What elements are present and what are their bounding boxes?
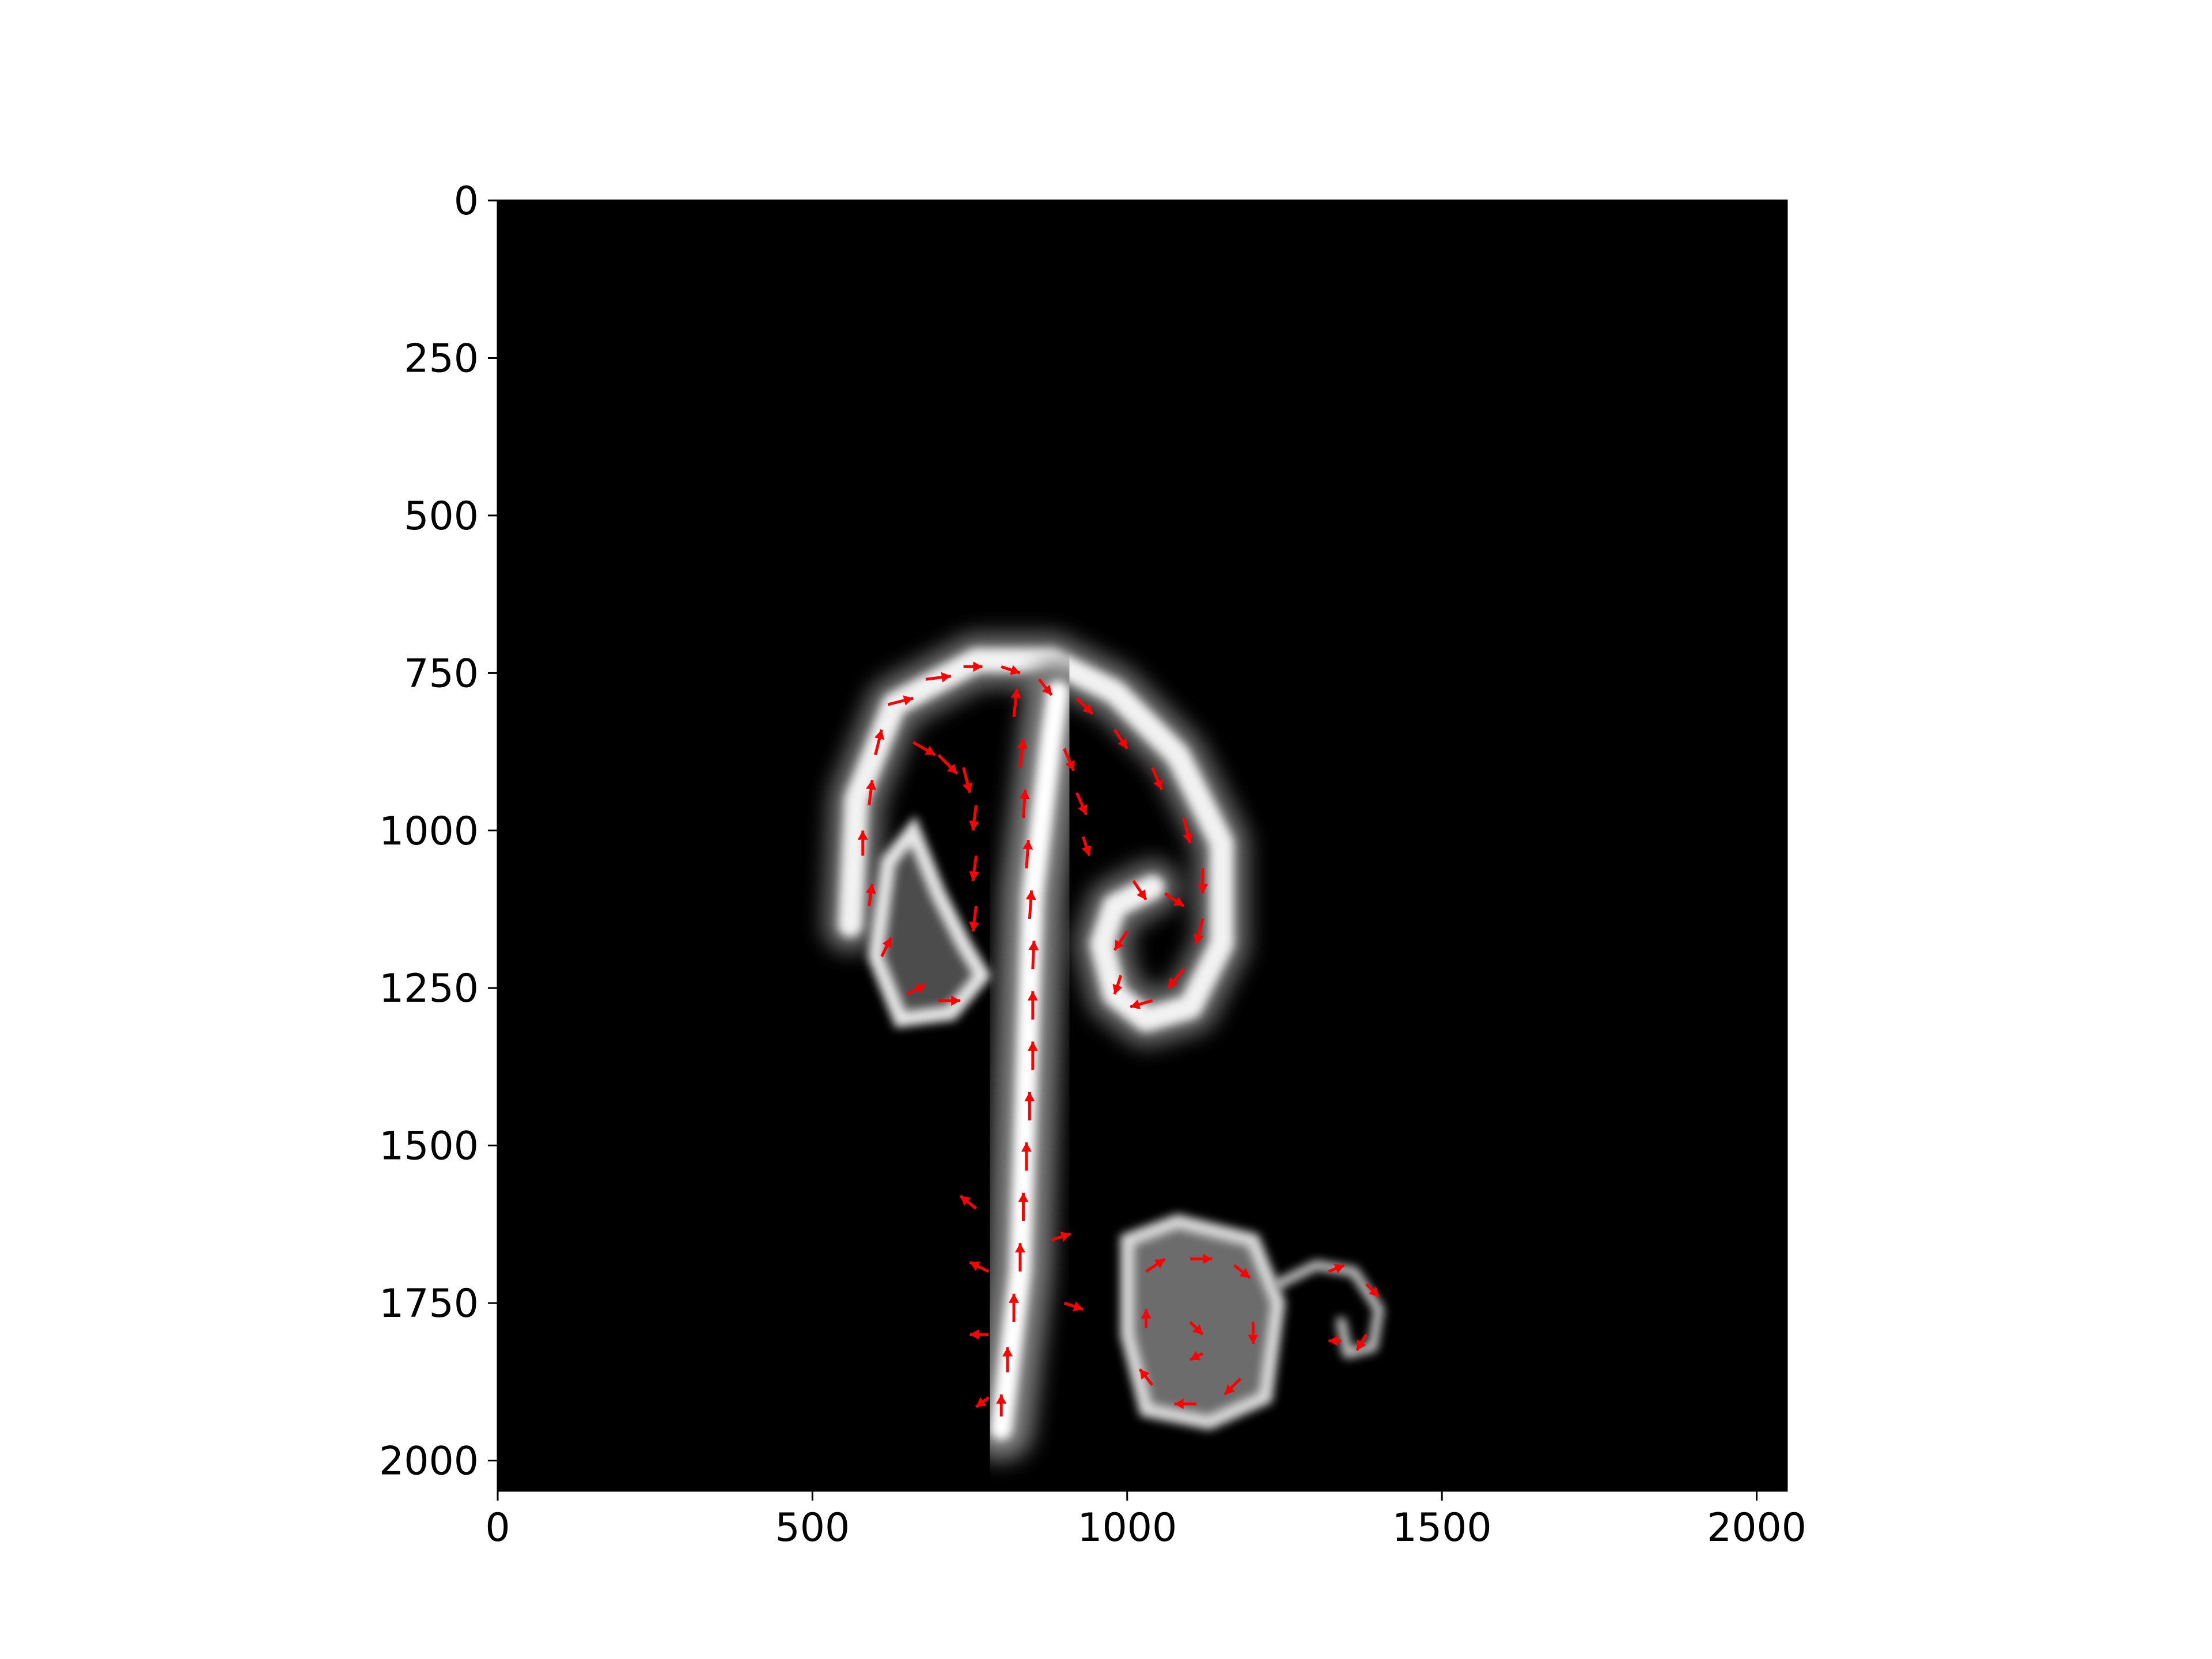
- quiver-arrow: [906, 983, 927, 996]
- velocity-quiver: [857, 661, 1380, 1416]
- plume-stem: [990, 681, 1069, 1440]
- quiver-arrow: [1001, 665, 1021, 675]
- y-tick-label: 500: [404, 494, 479, 539]
- quiver-arrow: [1145, 1257, 1166, 1273]
- quiver-arrow: [1113, 930, 1128, 951]
- x-tick-label: 1000: [1077, 1505, 1177, 1551]
- quiver-arrow: [1025, 890, 1036, 919]
- quiver-arrow: [969, 1260, 990, 1273]
- quiver-arrow: [1174, 1399, 1196, 1410]
- quiver-arrow: [1365, 1283, 1380, 1298]
- quiver-arrow: [1138, 1368, 1154, 1386]
- quiver-arrow: [996, 1394, 1007, 1416]
- quiver-arrow: [1328, 1264, 1345, 1274]
- quiver-arrow: [969, 805, 979, 831]
- plume-left-lobe: [868, 816, 992, 1028]
- quiver-arrow: [1063, 748, 1075, 771]
- y-tick-label: 750: [404, 651, 479, 696]
- quiver-arrow: [959, 1195, 978, 1210]
- quiver-arrow: [1132, 880, 1147, 901]
- quiver-arrow: [937, 753, 959, 775]
- quiver-arrow: [1009, 1293, 1020, 1322]
- quiver-arrow: [1075, 697, 1094, 715]
- quiver-arrow: [975, 1396, 990, 1408]
- quiver-arrow: [1182, 817, 1193, 844]
- quiver-arrow: [1019, 789, 1030, 819]
- quiver-arrow: [1022, 840, 1033, 869]
- quiver-arrow: [1164, 892, 1185, 908]
- quiver-arrow: [1355, 1334, 1368, 1351]
- quiver-arrow: [1017, 738, 1028, 768]
- quiver-arrow: [963, 661, 983, 672]
- quiver-arrow: [1113, 729, 1128, 749]
- quiver-arrow: [1021, 1142, 1032, 1171]
- quiver-arrow: [1189, 1351, 1204, 1361]
- quiver-arrow: [1018, 1192, 1029, 1221]
- plume-cap: [838, 648, 1234, 1032]
- quiver-arrow: [1141, 1309, 1152, 1328]
- quiver-arrow: [1197, 868, 1208, 894]
- quiver-arrow: [925, 672, 952, 683]
- quiver-arrow: [969, 906, 979, 932]
- plume-right-base: [1120, 1214, 1286, 1430]
- x-tick-label: 1500: [1392, 1505, 1492, 1551]
- quiver-arrow: [1190, 1253, 1213, 1264]
- y-tick-label: 1000: [379, 809, 479, 854]
- quiver-arrow: [912, 741, 936, 756]
- quiver-arrow: [1248, 1321, 1259, 1344]
- y-tick-label: 1500: [379, 1124, 479, 1169]
- y-tick-label: 1250: [379, 966, 479, 1012]
- x-tick-label: 0: [485, 1505, 510, 1551]
- quiver-arrow: [887, 695, 914, 706]
- y-tick-label: 0: [454, 179, 479, 224]
- quiver-arrow: [1233, 1264, 1251, 1279]
- y-tick-label: 1750: [379, 1281, 479, 1327]
- x-tick-label: 2000: [1707, 1505, 1806, 1551]
- quiver-arrow: [1002, 1347, 1013, 1373]
- axes: 0 500 1000 1500 2000025050075010001250150017…: [379, 179, 1806, 1551]
- quiver-arrow: [1151, 767, 1164, 790]
- quiver-arrow: [969, 855, 979, 881]
- quiver-arrow: [1130, 999, 1153, 1010]
- plume-wisp: [1273, 1260, 1384, 1359]
- y-tick-label: 2000: [379, 1439, 479, 1484]
- quiver-arrow: [1112, 975, 1123, 995]
- quiver-arrow: [1224, 1377, 1242, 1396]
- quiver-arrow: [1075, 792, 1088, 816]
- quiver-arrow: [1037, 678, 1053, 696]
- quiver-arrow: [1028, 941, 1039, 969]
- quiver-arrow: [880, 937, 893, 957]
- quiver-arrow: [866, 779, 877, 806]
- y-tick-label: 250: [404, 336, 479, 381]
- quiver-arrow: [866, 884, 876, 907]
- quiver-arrow: [874, 729, 885, 756]
- quiver-arrow: [1189, 1321, 1204, 1336]
- quiver-arrow: [1328, 1335, 1342, 1346]
- quiver-arrow: [1027, 991, 1038, 1020]
- quiver-arrow: [857, 830, 868, 856]
- quiver-arrow: [1010, 688, 1021, 718]
- quiver-arrow: [1024, 1092, 1035, 1120]
- quiver-arrow: [1194, 918, 1205, 945]
- quiver-arrow: [1063, 1301, 1084, 1312]
- quiver-arrow: [1051, 1232, 1071, 1242]
- quiver-arrow: [969, 1329, 989, 1340]
- quiver-arrow: [962, 767, 973, 793]
- quiver-arrow: [1027, 1041, 1038, 1070]
- quiver-arrow: [1015, 1243, 1026, 1272]
- quiver-arrow: [938, 995, 961, 1006]
- x-tick-label: 500: [775, 1505, 850, 1551]
- axes-frame: [497, 199, 1788, 1492]
- quiver-arrow: [1081, 836, 1092, 857]
- quiver-arrow: [1166, 968, 1185, 989]
